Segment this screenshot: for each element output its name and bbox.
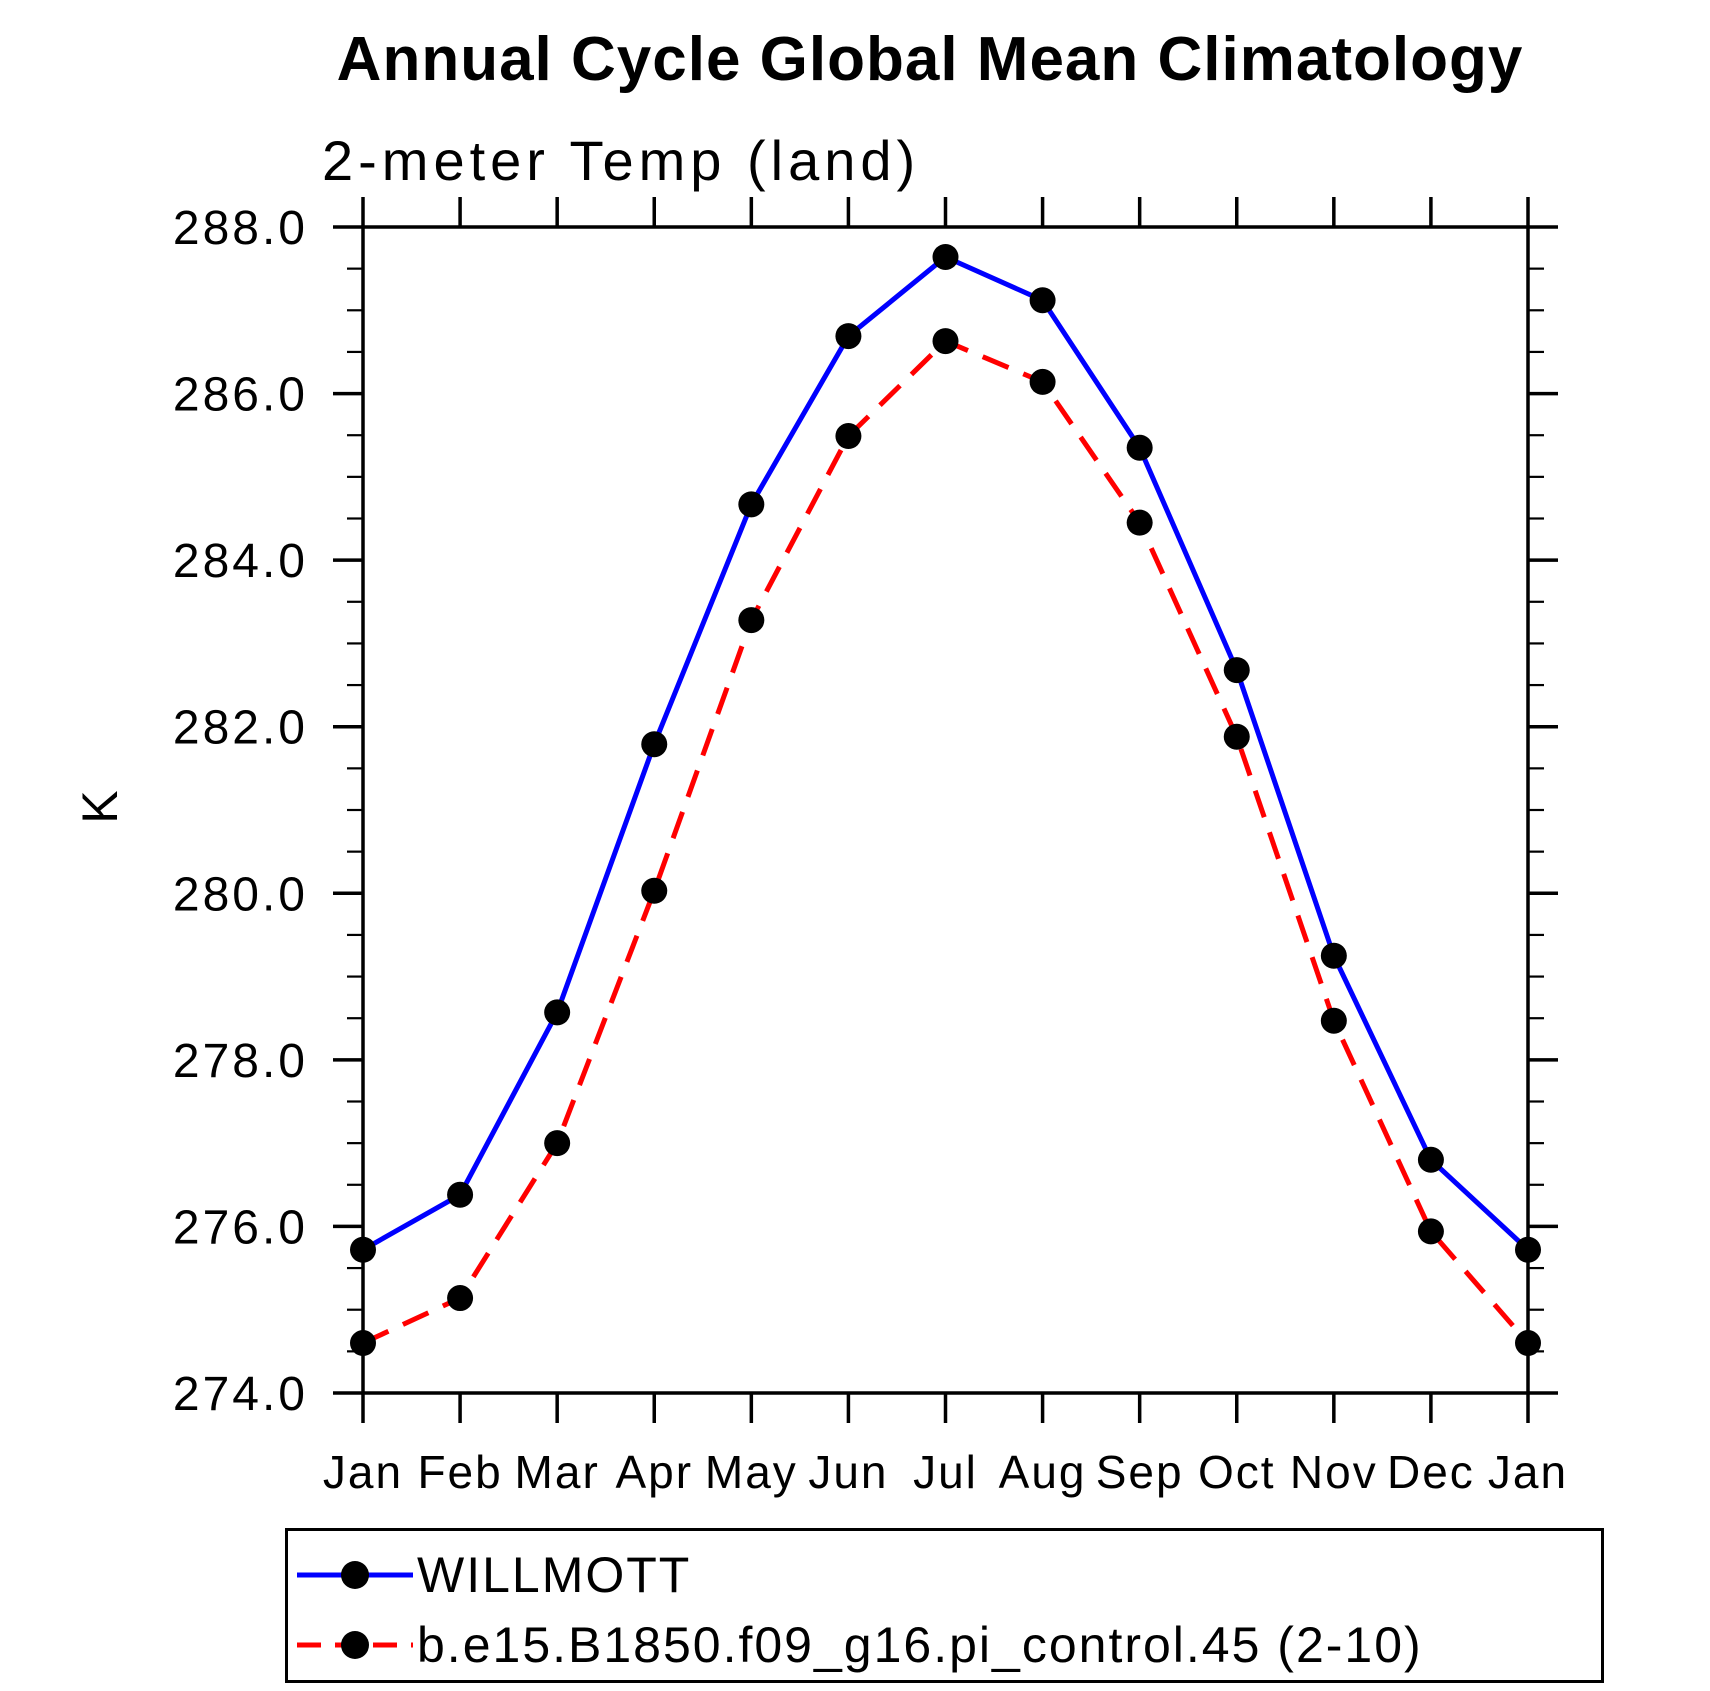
y-tick-label: 286.0 xyxy=(173,369,308,422)
x-tick-label: Jan xyxy=(1488,1446,1568,1498)
series-marker-0 xyxy=(447,1181,474,1208)
series-marker-1 xyxy=(932,328,959,355)
series-marker-1 xyxy=(835,423,862,450)
x-tick-label: Aug xyxy=(999,1446,1087,1498)
y-tick-label: 288.0 xyxy=(173,202,308,255)
x-tick-label: Jul xyxy=(913,1446,978,1498)
series-marker-0 xyxy=(350,1236,376,1263)
plot-frame xyxy=(361,225,1530,1395)
series-marker-0 xyxy=(1029,287,1056,314)
series-marker-1 xyxy=(1126,509,1153,536)
series-marker-0 xyxy=(544,999,571,1026)
series-marker-1 xyxy=(738,607,765,634)
y-tick-label: 280.0 xyxy=(173,868,308,921)
series-line-0 xyxy=(361,254,1530,1252)
x-tick-label: May xyxy=(705,1446,798,1498)
series-marker-0 xyxy=(835,323,862,350)
x-tick-label: Feb xyxy=(417,1446,502,1498)
x-tick-label: Nov xyxy=(1290,1446,1378,1498)
series-marker-1 xyxy=(1515,1330,1541,1357)
series-marker-0 xyxy=(1515,1236,1541,1263)
series-marker-1 xyxy=(447,1285,474,1312)
chart-subtitle: 2-meter Temp (land) xyxy=(322,129,921,192)
x-tick-label: Mar xyxy=(515,1446,600,1498)
y-tick-label: 282.0 xyxy=(173,702,308,755)
y-tick-label: 278.0 xyxy=(173,1035,308,1088)
series-marker-0 xyxy=(1320,942,1347,969)
series-marker-1 xyxy=(1029,368,1056,395)
series-marker-1 xyxy=(641,877,668,904)
y-tick-label: 276.0 xyxy=(173,1201,308,1254)
series-marker-0 xyxy=(932,243,959,270)
legend-line-sample-dashed xyxy=(297,1631,413,1659)
series-marker-1 xyxy=(1417,1218,1444,1245)
series-line-1 xyxy=(361,338,1530,1346)
x-tick-label: Jun xyxy=(808,1446,888,1498)
x-tick-label: Apr xyxy=(615,1446,693,1498)
series-marker-1 xyxy=(350,1330,376,1357)
legend-label-model: b.e15.B1850.f09_g16.pi_control.45 (2-10) xyxy=(417,1617,1423,1673)
chart-title: Annual Cycle Global Mean Climatology xyxy=(336,25,1524,94)
legend-marker-dot-icon xyxy=(341,1631,369,1659)
x-tick-label: Sep xyxy=(1096,1446,1184,1498)
legend-line-sample-solid xyxy=(297,1561,413,1589)
series-marker-0 xyxy=(1223,657,1250,684)
legend-marker-dot-icon xyxy=(341,1561,369,1589)
x-tick-label: Oct xyxy=(1198,1446,1276,1498)
x-tick-label: Jan xyxy=(323,1446,403,1498)
y-tick-label: 284.0 xyxy=(173,535,308,588)
legend-label-willmott: WILLMOTT xyxy=(417,1547,692,1603)
series-marker-0 xyxy=(1126,434,1153,461)
series-marker-1 xyxy=(1223,723,1250,750)
series-marker-0 xyxy=(1417,1146,1444,1173)
series-marker-0 xyxy=(641,731,668,758)
legend-box: WILLMOTT b.e15.B1850.f09_g16.pi_control.… xyxy=(285,1528,1604,1683)
x-tick-label: Dec xyxy=(1387,1446,1475,1498)
series-marker-0 xyxy=(738,491,765,518)
series-marker-1 xyxy=(544,1130,571,1157)
legend-entry-willmott: WILLMOTT xyxy=(293,1547,691,1603)
legend-entry-model: b.e15.B1850.f09_g16.pi_control.45 (2-10) xyxy=(293,1617,1423,1673)
series-marker-1 xyxy=(1320,1007,1347,1034)
y-tick-label: 274.0 xyxy=(173,1368,308,1421)
